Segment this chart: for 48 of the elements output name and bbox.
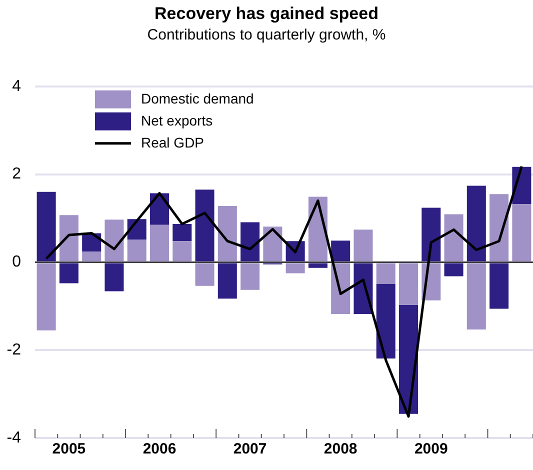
bar xyxy=(82,252,102,262)
bar xyxy=(36,192,56,262)
bar xyxy=(376,263,396,284)
bar xyxy=(331,240,350,262)
y-tick-label: 2 xyxy=(12,166,22,183)
bar xyxy=(512,204,532,262)
bar xyxy=(218,263,237,299)
x-tick-label: 2009 xyxy=(414,440,448,458)
bar xyxy=(104,263,124,292)
bar xyxy=(172,241,192,262)
bar xyxy=(263,226,282,262)
bar xyxy=(376,284,396,358)
bar xyxy=(240,263,260,290)
bar xyxy=(398,263,418,305)
bar xyxy=(195,263,214,286)
chart-subtitle: Contributions to quarterly growth, % xyxy=(147,26,386,44)
bar xyxy=(172,224,192,242)
x-tick-label: 2005 xyxy=(52,440,86,458)
bar xyxy=(444,214,464,262)
bar xyxy=(466,263,486,330)
x-tick-label: 2008 xyxy=(324,440,358,458)
bar xyxy=(422,208,441,262)
bar xyxy=(36,263,56,330)
legend-label: Domestic demand xyxy=(141,90,254,106)
bar xyxy=(127,240,146,262)
y-tick-label: 4 xyxy=(12,78,22,95)
bar xyxy=(466,186,486,262)
bar xyxy=(240,222,260,262)
bar xyxy=(490,263,509,309)
legend-label: Net exports xyxy=(141,112,213,128)
x-tick-label: 2006 xyxy=(142,440,176,458)
chart-title: Recovery has gained speed xyxy=(154,4,378,23)
bar xyxy=(59,263,78,284)
bar xyxy=(195,190,214,262)
bar xyxy=(59,215,78,262)
bar xyxy=(104,220,124,262)
legend-label: Real GDP xyxy=(141,134,204,150)
y-tick-label: 0 xyxy=(12,254,22,271)
bar xyxy=(490,194,509,262)
bar xyxy=(354,230,373,262)
bar xyxy=(444,263,464,276)
y-tick-label: -4 xyxy=(6,429,22,446)
bar xyxy=(218,206,237,262)
bar xyxy=(150,224,170,262)
bar xyxy=(286,263,305,274)
x-tick-label: 2007 xyxy=(233,440,267,458)
y-tick-label: -2 xyxy=(6,342,22,359)
bar xyxy=(308,263,328,268)
